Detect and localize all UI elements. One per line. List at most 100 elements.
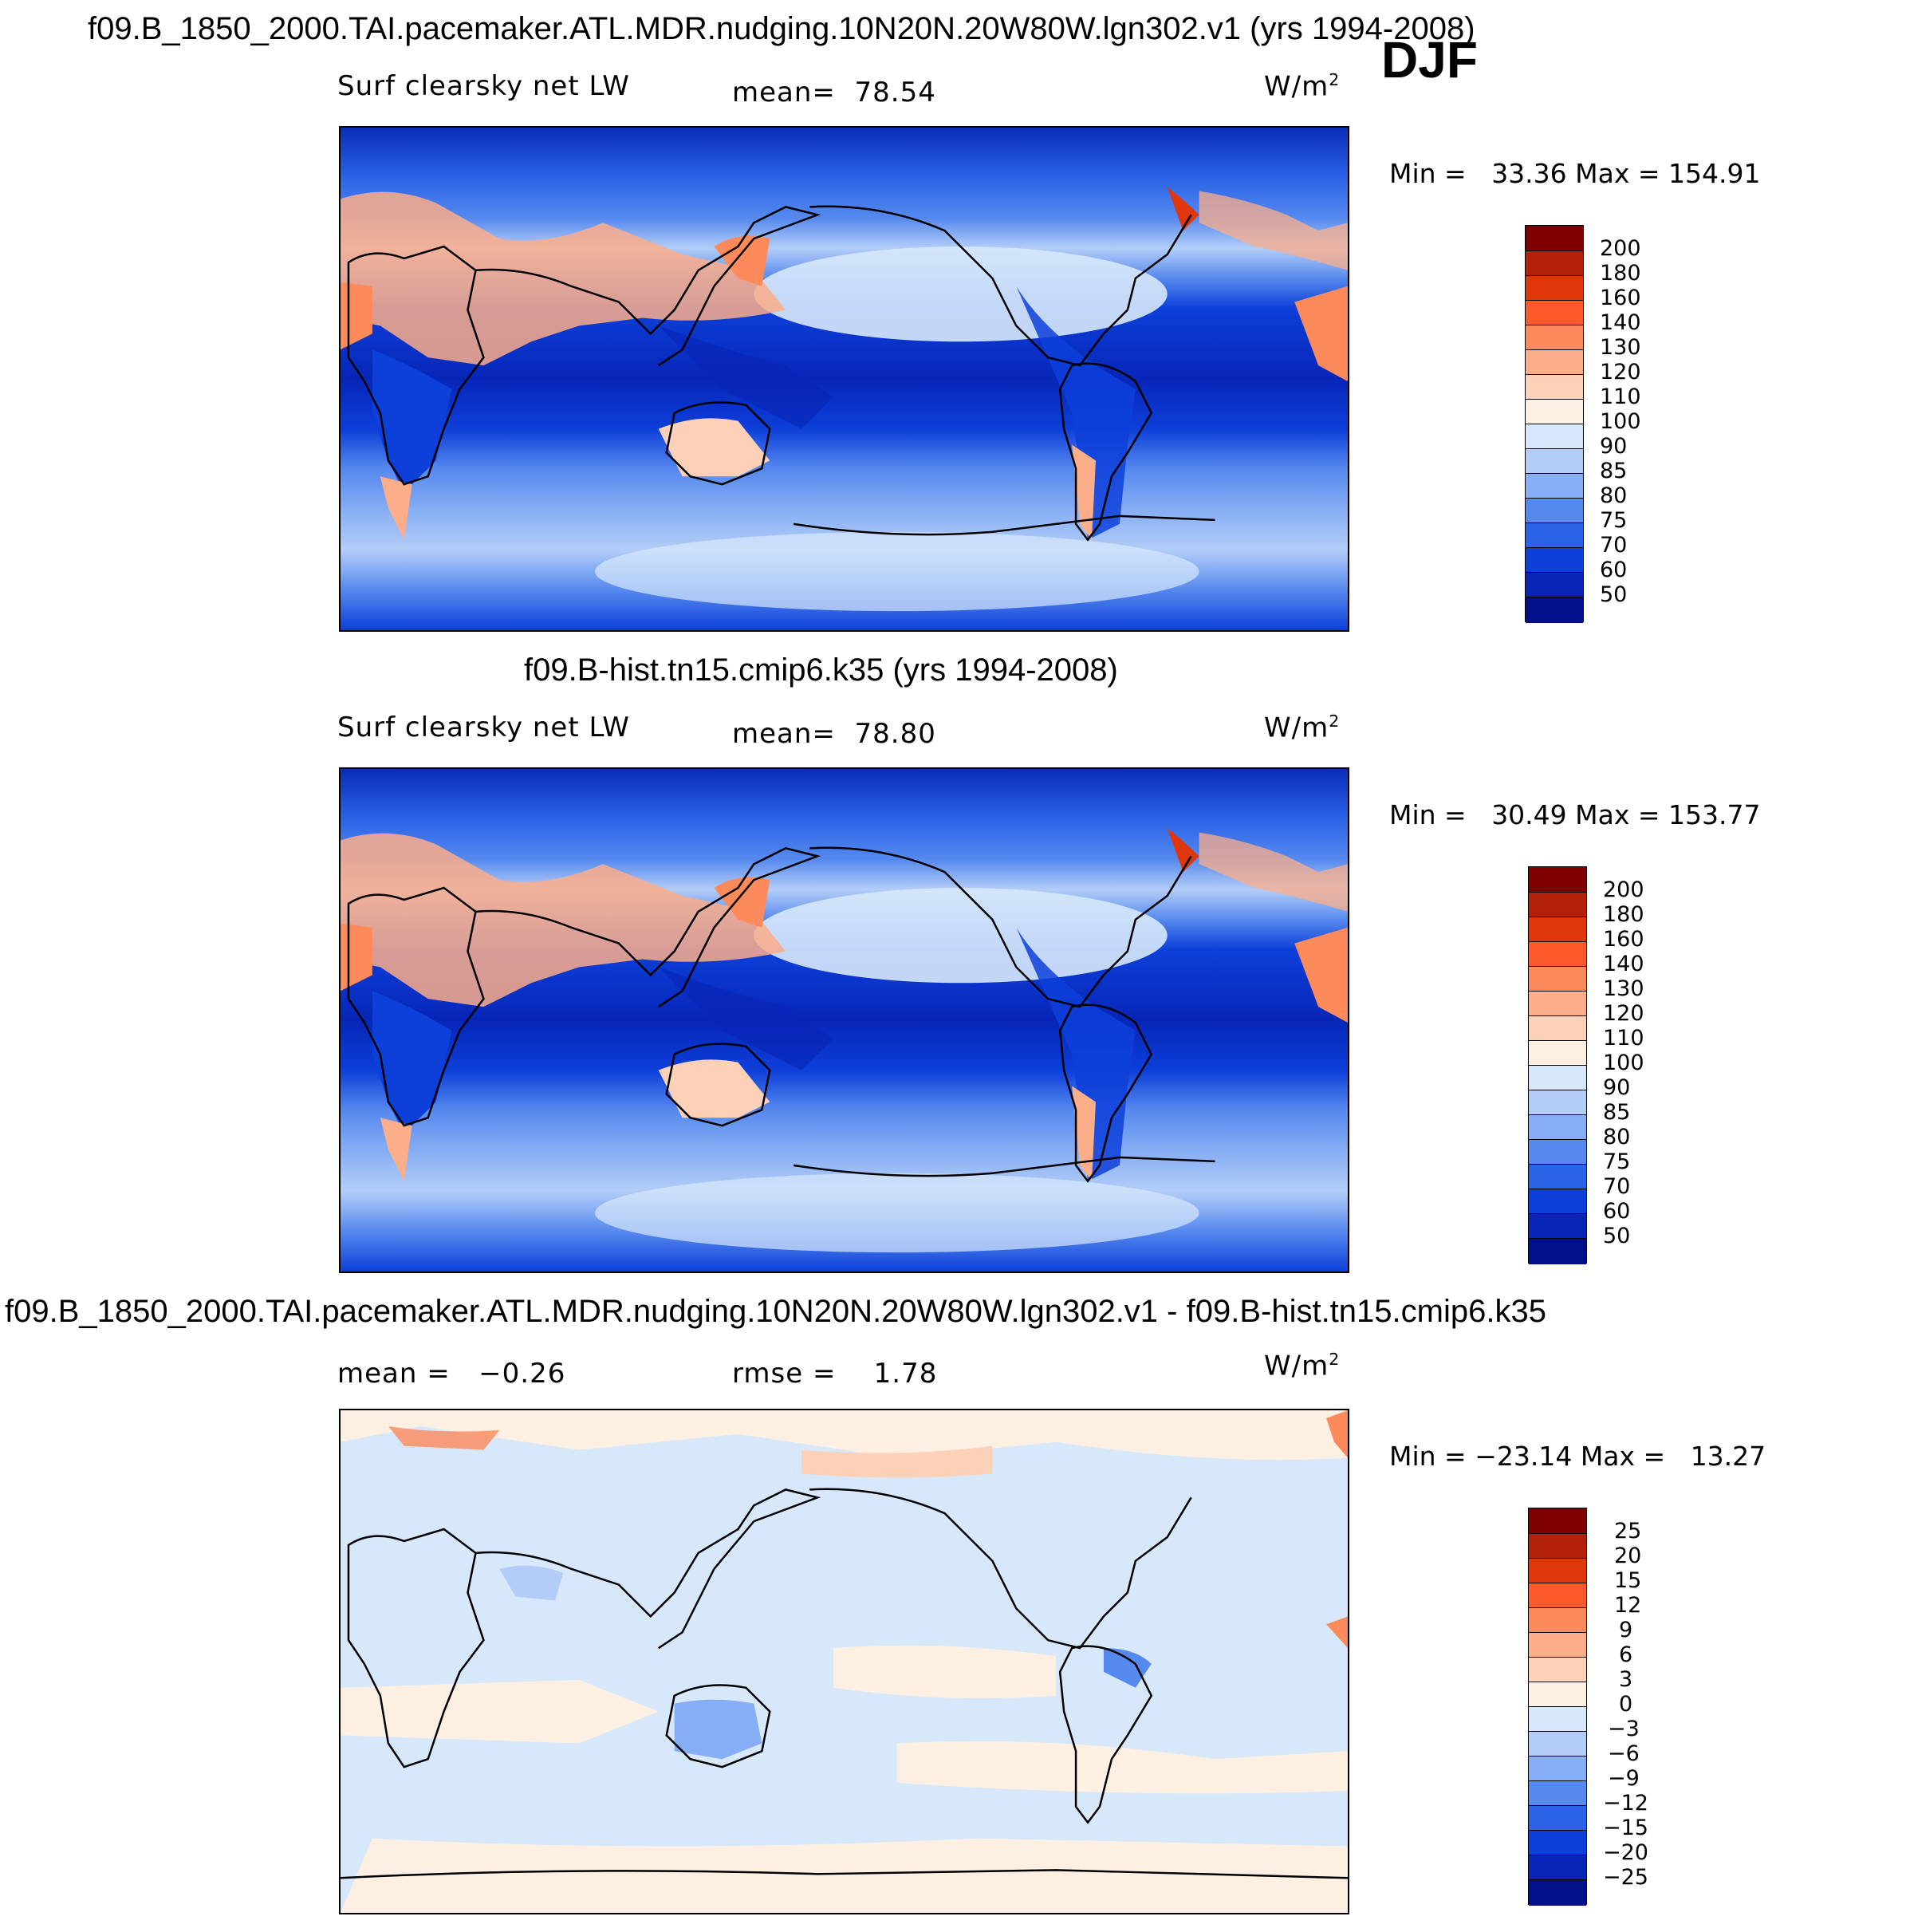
panel1-colorbar-segment	[1526, 399, 1583, 424]
panel2-colorbar-segment	[1529, 1040, 1586, 1065]
panel3-colorbar-label: −15	[1603, 1816, 1648, 1840]
panel1-colorbar-segment	[1526, 448, 1583, 473]
panel2-colorbar-segment	[1529, 917, 1586, 941]
panel3-colorbar-label: −6	[1608, 1741, 1640, 1766]
panel3-colorbar-segment	[1529, 1756, 1586, 1780]
panel3-rmse-value: 1.78	[873, 1358, 938, 1390]
panel3-colorbar-label: −20	[1603, 1840, 1648, 1865]
panel1-max-value: 154.91	[1668, 158, 1761, 189]
panel3-colorbar-label: 15	[1614, 1568, 1642, 1593]
panel2-colorbar-segment	[1529, 941, 1586, 966]
panel3-colorbar-label: 25	[1614, 1519, 1642, 1544]
panel1-map-svg	[341, 128, 1348, 630]
panel1-colorbar-label: 70	[1600, 533, 1628, 558]
panel2-max-value: 153.77	[1668, 799, 1761, 830]
panel3-colorbar-segment	[1529, 1508, 1586, 1533]
panel2-colorbar-label: 180	[1603, 902, 1644, 927]
panel3-rmse: rmse = 1.78	[732, 1358, 937, 1390]
panel2-max-label: Max =	[1575, 799, 1660, 830]
panel2-colorbar-segment	[1529, 1090, 1586, 1114]
panel1-colorbar-segment	[1526, 325, 1583, 349]
panel1-colorbar-segment	[1526, 547, 1583, 572]
panel1-colorbar-label: 110	[1600, 384, 1641, 409]
panel3-colorbar-label: −9	[1608, 1766, 1640, 1791]
season-label: DJF	[1381, 31, 1478, 89]
panel3-min-value: −23.14	[1475, 1441, 1573, 1472]
panel1-colorbar-label: 50	[1600, 582, 1628, 607]
panel3-colorbar-label: 6	[1619, 1642, 1633, 1667]
panel1-colorbar-label: 160	[1600, 286, 1641, 310]
panel3-colorbar-label: 12	[1614, 1593, 1642, 1618]
panel1-min-value: 33.36	[1491, 158, 1567, 189]
panel2-colorbar-segment	[1529, 1065, 1586, 1090]
panel1-colorbar-segment	[1526, 572, 1583, 597]
panel1-colorbar-label: 140	[1600, 310, 1641, 335]
panel1-units: W/m2	[1264, 70, 1341, 103]
panel2-colorbar-segment	[1529, 966, 1586, 991]
panel2-mean: mean= 78.80	[732, 718, 936, 750]
panel2-colorbar-label: 130	[1603, 976, 1644, 1001]
panel1-colorbar-segment	[1526, 374, 1583, 399]
panel2-variable: Surf clearsky net LW	[337, 712, 630, 743]
panel3-rmse-label: rmse =	[732, 1358, 837, 1390]
panel2-colorbar	[1528, 866, 1587, 1264]
panel3-colorbar-segment	[1529, 1632, 1586, 1657]
panel3-colorbar-segment	[1529, 1780, 1586, 1805]
panel2-colorbar-label: 120	[1603, 1001, 1644, 1026]
panel1-colorbar-segment	[1526, 300, 1583, 325]
panel2-colorbar-segment	[1529, 867, 1586, 892]
panel1-mean-value: 78.54	[854, 77, 936, 108]
panel3-colorbar-segment	[1529, 1583, 1586, 1607]
panel2-colorbar-segment	[1529, 1164, 1586, 1189]
panel3-colorbar-segment	[1529, 1607, 1586, 1632]
panel3-colorbar-label: −3	[1608, 1717, 1640, 1741]
panel3-colorbar-segment	[1529, 1706, 1586, 1731]
panel3-map-svg	[341, 1410, 1348, 1913]
panel2-minmax: Min = 30.49 Max = 153.77	[1389, 799, 1761, 830]
panel1-colorbar-segment	[1526, 275, 1583, 300]
panel1-colorbar-segment	[1526, 250, 1583, 275]
panel1-colorbar-segment	[1526, 424, 1583, 448]
panel3-title: f09.B_1850_2000.TAI.pacemaker.ATL.MDR.nu…	[5, 1294, 1546, 1329]
panel1-minmax: Min = 33.36 Max = 154.91	[1389, 158, 1761, 189]
panel1-colorbar-label: 80	[1600, 483, 1628, 508]
panel2-colorbar-segment	[1529, 1189, 1586, 1213]
panel1-colorbar-label: 130	[1600, 335, 1641, 360]
panel1-mean: mean= 78.54	[732, 77, 936, 108]
panel2-colorbar-segment	[1529, 1238, 1586, 1264]
panel2-colorbar-label: 140	[1603, 952, 1644, 976]
panel3-colorbar-segment	[1529, 1855, 1586, 1879]
panel3-max-value: 13.27	[1690, 1441, 1766, 1472]
panel1-colorbar-segment	[1526, 498, 1583, 522]
panel2-colorbar-segment	[1529, 1114, 1586, 1139]
panel2-colorbar-label: 50	[1603, 1224, 1631, 1248]
panel1-colorbar-label: 100	[1600, 409, 1641, 434]
panel2-colorbar-segment	[1529, 991, 1586, 1015]
panel3-min-label: Min =	[1389, 1441, 1467, 1472]
panel3-max-label: Max =	[1580, 1441, 1666, 1472]
panel3-colorbar-label: 9	[1619, 1618, 1633, 1642]
panel3-map	[339, 1409, 1349, 1914]
panel2-mean-label: mean=	[732, 718, 836, 750]
panel3-colorbar-label: 0	[1619, 1692, 1633, 1717]
panel1-colorbar-segment	[1526, 522, 1583, 547]
panel1-colorbar-label: 75	[1600, 508, 1628, 533]
panel1-max-label: Max =	[1575, 158, 1660, 189]
panel3-mean-label: mean =	[337, 1358, 451, 1390]
panel1-colorbar-label: 85	[1600, 459, 1628, 483]
panel1-colorbar-label: 120	[1600, 360, 1641, 384]
panel2-colorbar-label: 200	[1603, 877, 1644, 902]
panel1-title: f09.B_1850_2000.TAI.pacemaker.ATL.MDR.nu…	[88, 11, 1475, 46]
panel2-colorbar-label: 70	[1603, 1174, 1631, 1199]
panel1-colorbar-segment	[1526, 226, 1583, 250]
panel3-units: W/m2	[1264, 1350, 1341, 1382]
panel3-colorbar	[1528, 1508, 1587, 1906]
panel1-colorbar-label: 200	[1600, 236, 1641, 261]
panel3-mean-value: −0.26	[478, 1358, 566, 1390]
panel2-min-label: Min =	[1389, 799, 1467, 830]
panel3-colorbar-segment	[1529, 1682, 1586, 1706]
panel1-colorbar-segment	[1526, 349, 1583, 374]
panel1-colorbar-label: 90	[1600, 434, 1628, 459]
panel3-minmax: Min = −23.14 Max = 13.27	[1389, 1441, 1766, 1472]
panel2-colorbar-segment	[1529, 892, 1586, 917]
